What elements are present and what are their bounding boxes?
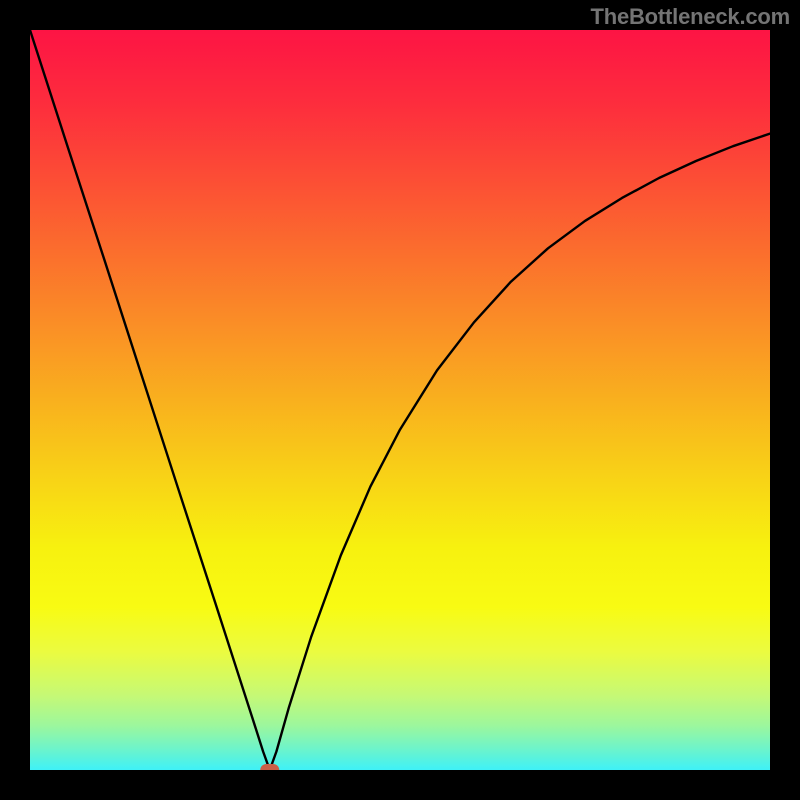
plot-background bbox=[30, 30, 770, 770]
chart-frame: TheBottleneck.com bbox=[0, 0, 800, 800]
watermark-text: TheBottleneck.com bbox=[590, 4, 790, 30]
bottleneck-chart bbox=[30, 30, 770, 770]
minimum-marker bbox=[260, 764, 279, 770]
